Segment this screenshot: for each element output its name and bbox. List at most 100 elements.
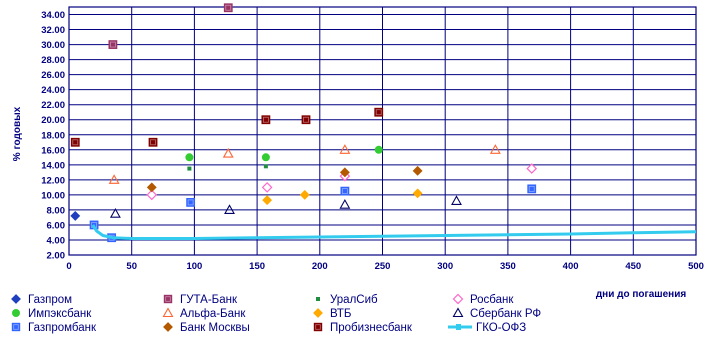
legend: Газпром ГУТА-Банк УралСиб Росбанк Импэксбанк…	[11, 293, 541, 334]
point-marker	[339, 167, 350, 178]
point-marker	[452, 307, 464, 318]
point-marker	[261, 115, 271, 125]
legend-label: Газпром	[28, 294, 72, 306]
point-marker-highlight	[375, 109, 382, 116]
grid-lines	[68, 6, 697, 256]
legend-label: ГКО-ОФЗ	[476, 322, 526, 334]
point-marker	[526, 163, 538, 174]
y-axis-title: % годовых	[12, 106, 23, 161]
series-Газпром	[70, 210, 81, 221]
point-marker	[339, 199, 351, 209]
point-marker	[263, 164, 268, 169]
point-marker	[527, 184, 537, 194]
y-tick-label: 16.00	[41, 145, 65, 156]
series-ВТБ	[262, 188, 423, 206]
point-marker	[222, 147, 234, 158]
legend-line-marker	[456, 324, 461, 330]
point-marker	[109, 208, 121, 218]
y-tick-label: 22.00	[41, 100, 65, 111]
point-marker	[261, 153, 270, 162]
legend-item: ГКО-ОФЗ	[448, 322, 526, 334]
legend-label: Росбанк	[470, 294, 514, 306]
legend-item: Импэксбанк	[12, 308, 92, 320]
y-tick-label: 12.00	[41, 175, 65, 186]
y-tick-label: 20.00	[41, 115, 65, 126]
y-tick-label: 18.00	[41, 130, 65, 141]
legend-label: Сбербанк РФ	[470, 308, 541, 320]
y-tick-labels: 2.00 4.00 6.00 8.00 10.00 12.00 14.00 16.00 18.0…	[41, 10, 65, 261]
y-tick-label: 34.00	[41, 10, 65, 21]
x-tick-label: 350	[500, 261, 516, 272]
point-marker	[313, 308, 323, 318]
legend-label: Альфа-Банк	[180, 308, 246, 320]
point-marker	[163, 294, 173, 304]
point-marker	[223, 3, 233, 13]
legend-label: Банк Москвы	[180, 322, 250, 334]
y-tick-label: 14.00	[41, 160, 65, 171]
point-marker	[316, 297, 320, 301]
point-marker	[187, 166, 192, 171]
point-marker	[489, 144, 501, 154]
y-tick-label: 24.00	[41, 85, 65, 96]
point-marker	[70, 137, 80, 147]
series-Альфа-Банк	[108, 144, 501, 184]
y-tick-label: 32.00	[41, 25, 65, 36]
point-marker	[108, 174, 120, 184]
point-marker-highlight	[13, 324, 19, 330]
legend-item: Банк Москвы	[163, 322, 250, 334]
point-marker-highlight	[303, 116, 309, 123]
y-tick-label: 2.00	[47, 251, 66, 262]
x-tick-label: 200	[312, 261, 328, 272]
point-marker	[162, 307, 174, 318]
data-series	[70, 3, 697, 243]
point-marker	[452, 293, 464, 305]
point-marker	[148, 137, 158, 147]
point-marker	[70, 210, 81, 221]
point-marker-highlight	[150, 139, 156, 146]
point-marker-highlight	[315, 324, 321, 330]
legend-label: ГУТА-Банк	[180, 294, 238, 306]
legend-item: Пробизнесбанк	[313, 322, 413, 334]
series-ГУТА-Банк	[108, 3, 233, 49]
point-marker	[261, 182, 273, 193]
point-marker	[146, 182, 157, 193]
point-marker-highlight	[341, 188, 348, 195]
point-marker	[451, 195, 462, 205]
y-tick-label: 28.00	[41, 55, 65, 66]
x-tick-label: 400	[563, 261, 579, 272]
series-Пробизнесбанк	[70, 107, 384, 147]
point-marker	[374, 145, 383, 154]
x-axis-title: дни до погашения	[596, 289, 687, 300]
x-tick-label: 250	[375, 261, 391, 272]
point-marker	[146, 189, 158, 201]
point-marker	[301, 115, 311, 125]
point-marker-highlight	[262, 116, 269, 123]
series-line	[91, 224, 697, 240]
x-tick-label: 500	[688, 261, 704, 272]
point-marker-highlight	[109, 41, 116, 48]
legend-item: Газпром	[11, 294, 72, 306]
legend-label: ВТБ	[330, 308, 351, 320]
legend-label: Пробизнесбанк	[330, 322, 413, 334]
legend-item: ВТБ	[313, 308, 351, 320]
y-tick-label: 10.00	[41, 190, 65, 201]
x-tick-label: 150	[249, 261, 265, 272]
point-marker	[340, 186, 350, 196]
point-marker	[412, 188, 423, 199]
x-tick-label: 50	[126, 261, 137, 272]
legend-label: УралСиб	[330, 294, 378, 306]
point-marker	[186, 197, 196, 207]
series-ГКО-ОФЗ	[91, 224, 697, 240]
point-marker	[299, 189, 310, 200]
y-tick-label: 4.00	[47, 235, 66, 246]
legend-item: Газпромбанк	[11, 322, 97, 334]
x-tick-label: 300	[437, 261, 453, 272]
y-tick-label: 6.00	[47, 220, 66, 231]
x-tick-labels: 0 50 100 150 200 250 300 350 400 450 500	[66, 261, 704, 272]
y-tick-label: 30.00	[41, 40, 65, 51]
point-marker	[262, 195, 273, 206]
legend-item: ГУТА-Банк	[163, 294, 238, 306]
point-marker	[163, 322, 173, 332]
legend-item: Сбербанк РФ	[452, 307, 541, 320]
